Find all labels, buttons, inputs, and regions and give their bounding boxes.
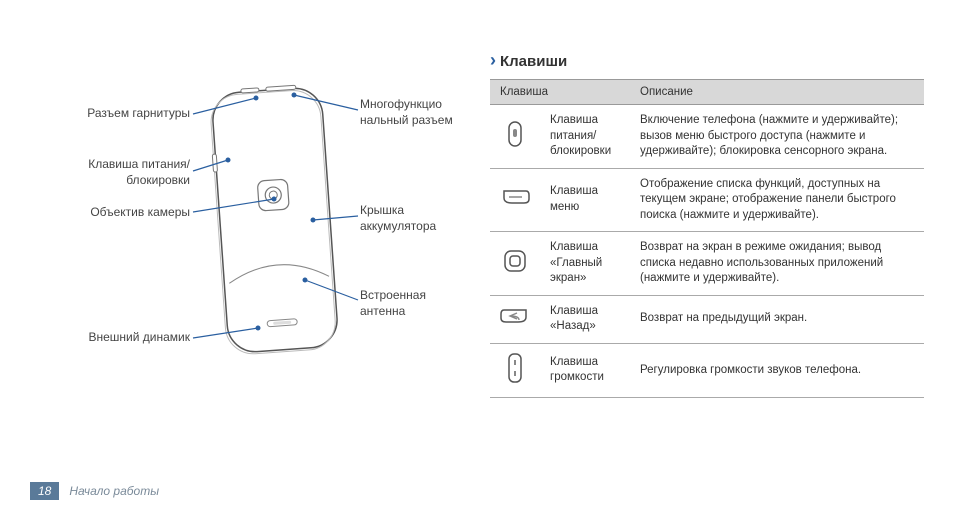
key-desc: Возврат на предыдущий экран. bbox=[630, 295, 924, 343]
volume-key-icon bbox=[490, 343, 540, 398]
key-desc: Возврат на экран в режиме ожидания; выво… bbox=[630, 232, 924, 296]
table-row: Клавиша громкостиРегулировка громкости з… bbox=[490, 343, 924, 398]
key-name: Клавиша громкости bbox=[540, 343, 630, 398]
key-name: Клавиша «Главный экран» bbox=[540, 232, 630, 296]
home-key-icon bbox=[490, 232, 540, 296]
th-desc: Описание bbox=[630, 80, 924, 105]
label-cover: Крышка аккумулятора bbox=[360, 203, 470, 234]
keys-table: Клавиша Описание Клавиша питания/ блокир… bbox=[490, 79, 924, 398]
table-row: Клавиша «Назад»Возврат на предыдущий экр… bbox=[490, 295, 924, 343]
phone-outline-icon bbox=[210, 80, 340, 370]
table-row: Клавиша менюОтображение списка функций, … bbox=[490, 168, 924, 232]
key-name: Клавиша питания/ блокировки bbox=[540, 105, 630, 169]
power-key-icon bbox=[490, 105, 540, 169]
key-desc: Регулировка громкости звуков телефона. bbox=[630, 343, 924, 398]
key-desc: Отображение списка функций, доступных на… bbox=[630, 168, 924, 232]
table-row: Клавиша питания/ блокировкиВключение тел… bbox=[490, 105, 924, 169]
footer-section: Начало работы bbox=[69, 484, 159, 498]
label-camera: Объектив камеры bbox=[30, 205, 190, 221]
key-desc: Включение телефона (нажмите и удерживайт… bbox=[630, 105, 924, 169]
label-multi: Многофункцио нальный разъем bbox=[360, 97, 470, 128]
back-key-icon bbox=[490, 295, 540, 343]
key-name: Клавиша «Назад» bbox=[540, 295, 630, 343]
label-antenna: Встроенная антенна bbox=[360, 288, 450, 319]
table-row: Клавиша «Главный экран»Возврат на экран … bbox=[490, 232, 924, 296]
phone-diagram: Разъем гарнитуры Клавиша питания/ блокир… bbox=[30, 50, 470, 430]
label-extspk: Внешний динамик bbox=[30, 330, 190, 346]
page-footer: 18 Начало работы bbox=[30, 482, 159, 500]
section-title: ›Клавиши bbox=[490, 50, 924, 71]
label-powerkey: Клавиша питания/ блокировки bbox=[30, 157, 190, 188]
page-number: 18 bbox=[30, 482, 59, 500]
key-name: Клавиша меню bbox=[540, 168, 630, 232]
th-key: Клавиша bbox=[490, 80, 630, 105]
chevron-icon: › bbox=[490, 50, 496, 70]
menu-key-icon bbox=[490, 168, 540, 232]
label-headset: Разъем гарнитуры bbox=[30, 106, 190, 122]
